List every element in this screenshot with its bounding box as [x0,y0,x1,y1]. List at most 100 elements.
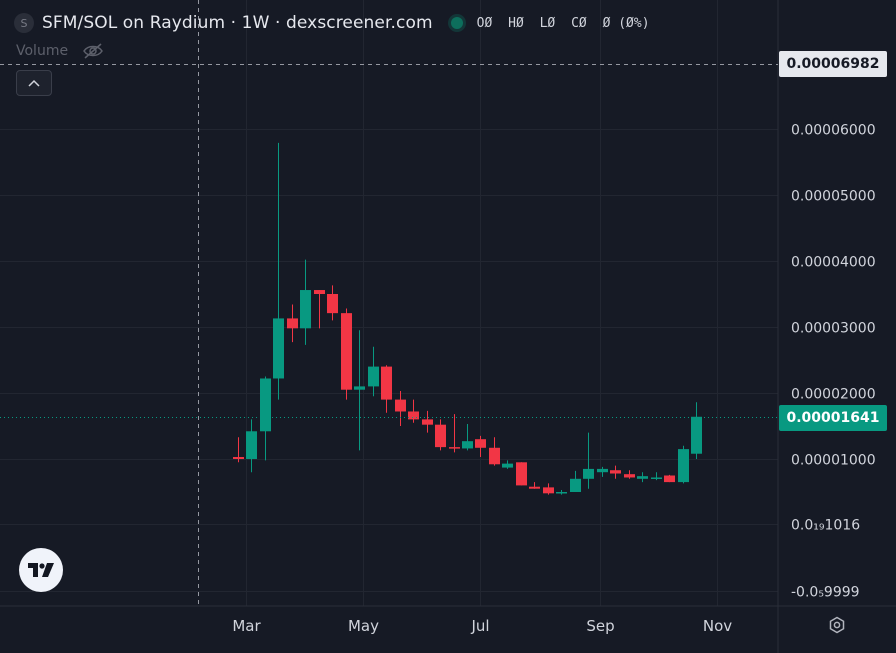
price-tick-label: 0.00004000 [791,255,876,271]
candle [583,432,594,489]
time-tick-label: Nov [703,617,732,635]
candle-body [341,313,352,390]
candle-body [233,457,244,459]
candle-body [570,478,581,492]
candle [637,472,648,483]
time-tick-label: Mar [232,617,261,635]
time-tick-label: Sep [586,617,614,635]
candle [570,470,581,492]
tradingview-logo[interactable] [19,548,63,592]
candle-body [529,486,540,489]
price-tick-label: 0.0₁₉1016 [791,518,860,534]
price-tick-label: 0.00003000 [791,321,876,337]
price-axis[interactable]: 0.00006000 0.00005000 0.00004000 0.00003000… [791,123,876,601]
candle [543,483,554,495]
candle [368,346,379,397]
candle [556,490,567,495]
gear-icon [829,616,845,634]
candle-body [395,399,406,412]
candle-body [327,294,338,314]
price-tick-label: 0.00001000 [791,453,876,469]
candle-body [354,386,365,390]
candle-body [624,474,635,478]
price-tick-label: -0.0₅9999 [791,585,860,601]
candle-body [408,411,419,420]
candle [435,419,446,451]
crosshair-price-label: 0.00006982 [779,51,887,77]
candle [462,424,473,451]
low-value: LØ [539,15,556,31]
open-value: OØ [476,15,493,31]
candle-body [489,447,500,465]
candle [327,285,338,321]
candle [395,391,406,426]
candle-body [381,366,392,400]
symbol-icon[interactable]: S [14,13,34,33]
grid-lines [0,0,778,606]
candle-body [422,419,433,425]
candle-body [664,475,675,483]
candle [624,470,635,479]
candle-body [502,463,513,468]
candle-body [556,492,567,494]
last-price-label: 0.00001641 [779,405,887,431]
close-value: CØ [571,15,587,31]
chevron-up-icon [28,79,40,87]
candle [354,330,365,451]
high-value: HØ [508,15,524,31]
market-status-icon[interactable] [450,17,463,29]
candle [651,472,662,481]
candle [678,445,689,484]
price-tick-label: 0.00005000 [791,189,876,205]
candle-body [300,290,311,329]
chart-settings-button[interactable] [826,614,848,636]
candle-body [691,416,702,454]
candle [233,437,244,463]
candle [273,142,284,400]
candle-body [475,439,486,448]
candle [489,437,500,466]
candle-body [610,470,621,474]
candle [300,259,311,345]
candle-body [368,366,379,387]
time-tick-label: Jul [470,617,489,635]
chart-title: SFM/SOL on Raydium · 1W · dexscreener.co… [42,13,433,33]
candle-body [287,318,298,329]
candle-body [449,447,460,449]
candle-body [678,449,689,483]
candle [449,414,460,453]
volume-label: Volume [16,43,69,59]
candle-body [597,468,608,473]
crosshair-and-price-lines [0,0,778,606]
candle [502,460,513,469]
candle [597,466,608,477]
candle [408,399,419,423]
candle [341,308,352,400]
chart-legend: S SFM/SOL on Raydium · 1W · dexscreener.… [14,12,658,34]
candle-body [543,487,554,494]
ohlc-values: OØ HØ LØ CØ Ø (Ø%) [477,16,658,31]
candle-body [516,462,527,486]
candle-body [260,378,271,432]
time-axis[interactable]: Mar May Jul Sep Nov [232,617,732,635]
candle [381,365,392,413]
candle-body [273,318,284,379]
candle-body [314,290,325,294]
candle [246,419,257,473]
candle-body [246,431,257,459]
candle [529,482,540,489]
collapse-legend-button[interactable] [16,70,52,96]
time-tick-label: May [348,617,379,635]
candlestick-series [233,142,702,495]
volume-indicator[interactable]: Volume [16,42,104,60]
candle-body [651,477,662,479]
candle [664,474,675,483]
candle-body [462,441,473,449]
change-value: Ø (Ø%) [602,15,650,31]
candle-body [637,476,648,479]
eye-off-icon[interactable] [82,42,104,60]
candle [287,304,298,343]
price-tick-label: 0.00006000 [791,123,876,139]
price-tick-label: 0.00002000 [791,387,876,403]
